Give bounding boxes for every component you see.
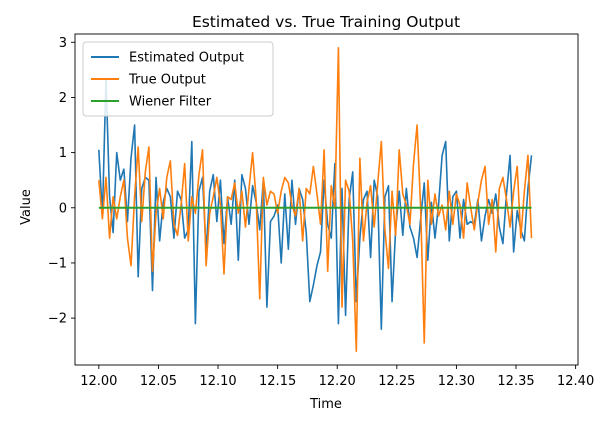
legend: Estimated Output True Output Wiener Filter	[82, 41, 274, 117]
y-tick-label: 1	[59, 146, 67, 161]
axes-frame	[74, 33, 579, 366]
x-tick-label: 12.25	[378, 374, 415, 389]
x-tick-label: 12.05	[140, 374, 177, 389]
y-tick-label: 0	[59, 201, 67, 216]
x-tick-label: 12.15	[259, 374, 296, 389]
legend-label-true-output: True Output	[128, 73, 206, 88]
x-axis-label: Time	[309, 397, 342, 412]
y-tick-label: 3	[59, 36, 67, 51]
legend-label-wiener-filter: Wiener Filter	[129, 95, 212, 110]
x-tick-label: 12.30	[438, 374, 475, 389]
series-line-true-output	[98, 46, 533, 353]
x-tick-label: 12.40	[557, 374, 594, 389]
x-tick-label: 12.35	[497, 374, 534, 389]
chart-title: Estimated vs. True Training Output	[192, 13, 460, 31]
y-tick-label: −2	[48, 312, 67, 327]
axes: 12.00 12.05 12.10 12.15 12.20 12.25 12.30 12.35…	[48, 33, 594, 389]
legend-box	[82, 41, 274, 117]
y-tick-label: −1	[48, 256, 67, 271]
y-tick-label: 2	[59, 91, 67, 106]
x-tick-label: 12.20	[319, 374, 356, 389]
y-axis-label: Value	[19, 189, 34, 225]
x-tick-label: 12.10	[199, 374, 236, 389]
x-tick-label: 12.00	[80, 374, 117, 389]
series-line-estimated-output	[98, 77, 533, 330]
legend-label-estimated-output: Estimated Output	[129, 51, 244, 66]
plot-area	[98, 46, 533, 353]
